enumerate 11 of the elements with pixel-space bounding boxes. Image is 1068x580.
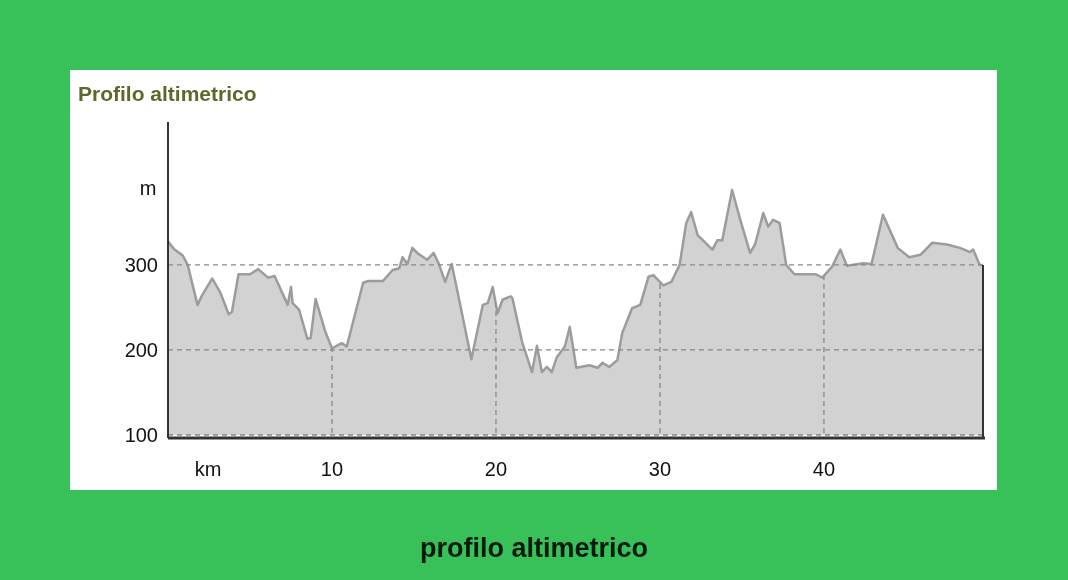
x-tick-label: 40 [812,458,836,480]
text: profilo altimetrico [419,533,649,563]
x-axis-title: km [194,458,222,480]
x-tick-label: 20 [484,458,508,480]
x-tick-label: 10 [320,458,344,480]
chart-title: Profilo altimetrico [78,82,257,105]
y-tick-label: 300 [124,253,158,276]
x-tick-label: 30 [648,458,672,480]
y-axis-title: m [139,177,157,199]
y-tick-label: 100 [124,424,158,446]
y-tick-label: 200 [124,338,158,361]
